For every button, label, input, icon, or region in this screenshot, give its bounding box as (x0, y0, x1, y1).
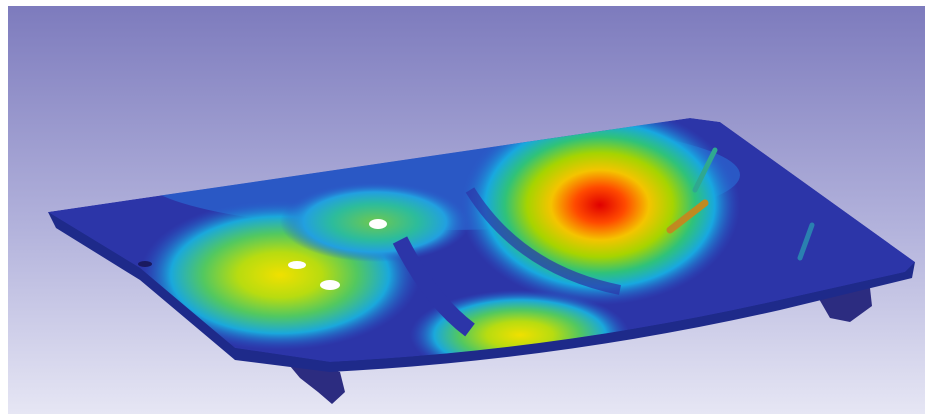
page (0, 0, 933, 418)
simulation-render (0, 0, 933, 418)
